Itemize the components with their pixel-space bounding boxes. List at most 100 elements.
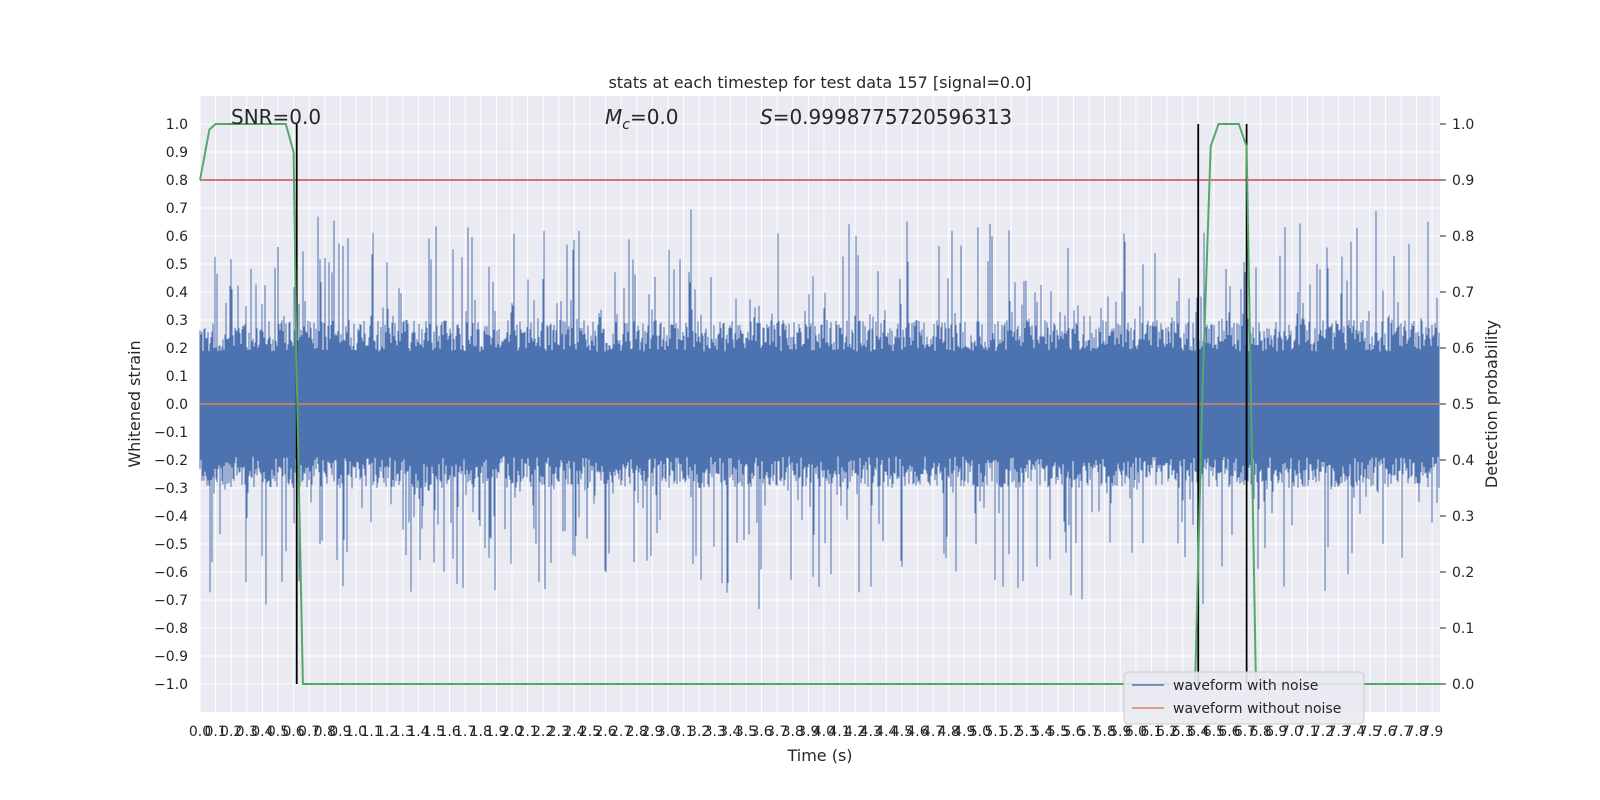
legend-box bbox=[1123, 671, 1365, 725]
x-tick-label: 0.4 bbox=[251, 724, 273, 740]
s-annotation: S=0.9998775720596313 bbox=[760, 105, 1012, 129]
x-tick-label: 2.2 bbox=[532, 724, 554, 740]
y-tick-label: 0.5 bbox=[166, 257, 188, 273]
x-tick-label: 4.4 bbox=[875, 724, 897, 740]
x-ticks: 0.00.10.20.30.40.50.60.70.80.91.01.11.21… bbox=[189, 724, 1443, 740]
legend: waveform with noise waveform without noi… bbox=[1123, 671, 1365, 725]
legend-label-noise: waveform with noise bbox=[1173, 678, 1318, 694]
y-tick-label: 0.7 bbox=[166, 201, 188, 217]
x-tick-label: 1.6 bbox=[438, 724, 460, 740]
x-tick-label: 4.0 bbox=[813, 724, 835, 740]
x-tick-label: 0.6 bbox=[282, 724, 304, 740]
x-tick-label: 5.5 bbox=[1047, 724, 1069, 740]
y2-tick-label: 0.4 bbox=[1452, 453, 1474, 469]
x-tick-label: 0.7 bbox=[298, 724, 320, 740]
y2-tick-label: 0.9 bbox=[1452, 173, 1474, 189]
x-tick-label: 4.6 bbox=[906, 724, 928, 740]
x-tick-label: 2.5 bbox=[579, 724, 601, 740]
y2-axis-label: Detection probability bbox=[1482, 320, 1501, 488]
x-tick-label: 4.9 bbox=[953, 724, 975, 740]
x-tick-label: 1.4 bbox=[407, 724, 429, 740]
y-tick-label: −0.9 bbox=[154, 649, 188, 665]
x-tick-label: 2.0 bbox=[501, 724, 523, 740]
x-tick-label: 6.5 bbox=[1203, 724, 1225, 740]
y-tick-label: 1.0 bbox=[166, 117, 188, 133]
x-tick-label: 4.8 bbox=[938, 724, 960, 740]
x-tick-label: 7.9 bbox=[1421, 724, 1443, 740]
x-tick-label: 5.3 bbox=[1016, 724, 1038, 740]
y-ticks: −1.0 −0.9 −0.8 −0.7 −0.6 −0.5 −0.4 −0.3 −0.2 −0.1… bbox=[154, 117, 188, 693]
y2-tick-label: 0.3 bbox=[1452, 509, 1474, 525]
y-tick-label: −0.4 bbox=[154, 509, 188, 525]
x-tick-label: 6.2 bbox=[1156, 724, 1178, 740]
y-tick-label: −0.5 bbox=[154, 537, 188, 553]
detection-probability-line bbox=[199, 123, 1440, 685]
x-tick-label: 1.7 bbox=[454, 724, 476, 740]
y-tick-label: −0.2 bbox=[154, 453, 188, 469]
y-tick-label: −0.7 bbox=[154, 593, 188, 609]
y2-tick-label: 0.2 bbox=[1452, 565, 1474, 581]
x-tick-label: 7.5 bbox=[1359, 724, 1381, 740]
x-tick-label: 3.4 bbox=[719, 724, 741, 740]
y-tick-label: 0.2 bbox=[166, 341, 188, 357]
x-tick-label: 3.8 bbox=[782, 724, 804, 740]
y-tick-label: 0.0 bbox=[166, 397, 188, 413]
y2-tick-label: 0.6 bbox=[1452, 341, 1474, 357]
y-tick-label: −0.8 bbox=[154, 621, 188, 637]
x-tick-label: 0.3 bbox=[236, 724, 258, 740]
y-tick-label: 0.9 bbox=[166, 145, 188, 161]
x-tick-label: 0.1 bbox=[204, 724, 226, 740]
x-tick-label: 1.3 bbox=[392, 724, 414, 740]
y2-tick-label: 0.5 bbox=[1452, 397, 1474, 413]
x-tick-label: 6.6 bbox=[1218, 724, 1240, 740]
x-tick-label: 6.0 bbox=[1125, 724, 1147, 740]
y-tick-label: −0.1 bbox=[154, 425, 188, 441]
x-tick-label: 1.2 bbox=[376, 724, 398, 740]
y2-tick-label: 0.8 bbox=[1452, 229, 1474, 245]
x-tick-label: 0.8 bbox=[314, 724, 336, 740]
y2-tick-label: 0.0 bbox=[1452, 677, 1474, 693]
x-tick-label: 7.1 bbox=[1296, 724, 1318, 740]
x-tick-label: 3.6 bbox=[750, 724, 772, 740]
y-tick-label: 0.6 bbox=[166, 229, 188, 245]
x-tick-label: 5.4 bbox=[1031, 724, 1053, 740]
x-tick-label: 0.9 bbox=[329, 724, 351, 740]
x-tick-label: 2.6 bbox=[594, 724, 616, 740]
snr-annotation: SNR=0.0 bbox=[231, 105, 321, 129]
x-axis-label: Time (s) bbox=[786, 746, 852, 765]
x-tick-label: 3.3 bbox=[704, 724, 726, 740]
chart-title: stats at each timestep for test data 157… bbox=[608, 73, 1031, 92]
x-tick-label: 6.3 bbox=[1172, 724, 1194, 740]
x-tick-label: 5.0 bbox=[969, 724, 991, 740]
x-tick-label: 7.0 bbox=[1281, 724, 1303, 740]
y-tick-label: −1.0 bbox=[154, 677, 188, 693]
y-axis-label: Whitened strain bbox=[125, 340, 144, 467]
x-tick-label: 4.7 bbox=[922, 724, 944, 740]
x-tick-label: 6.4 bbox=[1187, 724, 1209, 740]
x-tick-label: 2.7 bbox=[610, 724, 632, 740]
x-tick-label: 5.8 bbox=[1094, 724, 1116, 740]
x-tick-label: 5.6 bbox=[1062, 724, 1084, 740]
y2-ticks: 0.0 0.1 0.2 0.3 0.4 0.5 0.6 0.7 0.8 0.9 1.0 bbox=[1440, 117, 1474, 693]
x-tick-label: 4.3 bbox=[860, 724, 882, 740]
x-tick-label: 3.1 bbox=[672, 724, 694, 740]
x-tick-label: 3.0 bbox=[657, 724, 679, 740]
x-tick-label: 2.9 bbox=[641, 724, 663, 740]
x-tick-label: 7.2 bbox=[1312, 724, 1334, 740]
x-tick-label: 7.6 bbox=[1374, 724, 1396, 740]
y2-tick-label: 0.1 bbox=[1452, 621, 1474, 637]
y-tick-label: −0.6 bbox=[154, 565, 188, 581]
y2-tick-label: 0.7 bbox=[1452, 285, 1474, 301]
x-tick-label: 1.1 bbox=[360, 724, 382, 740]
x-tick-label: 6.9 bbox=[1265, 724, 1287, 740]
y-tick-label: 0.8 bbox=[166, 173, 188, 189]
y-tick-label: 0.4 bbox=[166, 285, 188, 301]
x-tick-label: 3.9 bbox=[797, 724, 819, 740]
y-tick-label: 0.3 bbox=[166, 313, 188, 329]
x-tick-label: 5.2 bbox=[1000, 724, 1022, 740]
x-tick-label: 0.2 bbox=[220, 724, 242, 740]
x-tick-label: 1.5 bbox=[423, 724, 445, 740]
y-tick-label: −0.3 bbox=[154, 481, 188, 497]
